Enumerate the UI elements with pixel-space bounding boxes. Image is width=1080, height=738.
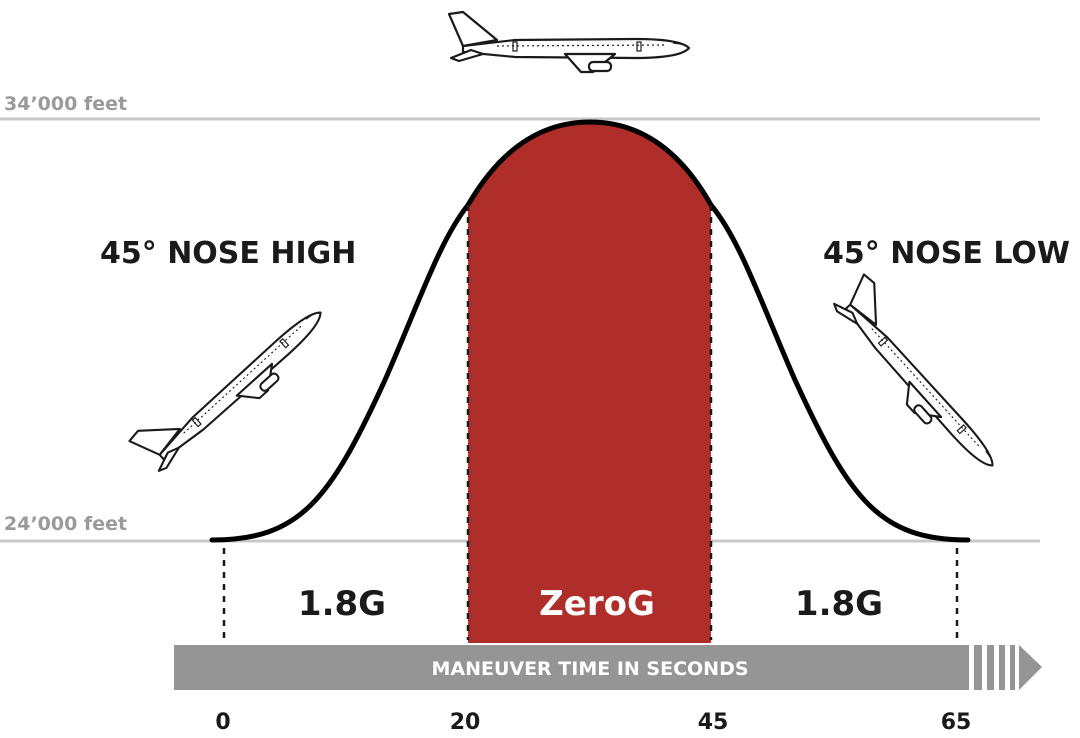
tick-label-65: 65 — [941, 710, 972, 735]
nose-low-label: 45° NOSE LOW — [823, 236, 1070, 271]
time-bar-stripe — [987, 645, 994, 690]
altitude-reference-top: 34’000 feet — [0, 93, 1040, 121]
tick-label-20: 20 — [450, 710, 481, 735]
time-bar-body — [174, 645, 969, 690]
time-arrow-head-icon — [1019, 645, 1042, 690]
altitude-label-bottom: 24’000 feet — [4, 513, 127, 535]
zero-g-region — [468, 122, 711, 643]
altitude-label-top: 34’000 feet — [4, 93, 127, 115]
time-bar-stripe — [1010, 645, 1015, 690]
tick-label-45: 45 — [698, 710, 729, 735]
segment-label-zero-g: ZeroG — [539, 584, 655, 624]
tick-label-0: 0 — [215, 710, 230, 735]
phase-boundaries — [222, 205, 959, 640]
time-bar-stripe — [999, 645, 1005, 690]
segment-label-pull-up: 1.8G — [298, 584, 386, 624]
time-axis-title: MANEUVER TIME IN SECONDS — [431, 658, 748, 680]
airplane-climb-icon — [127, 286, 337, 484]
airplane-dive-icon — [821, 272, 1019, 482]
time-axis-bar: MANEUVER TIME IN SECONDS — [174, 645, 1042, 690]
time-bar-stripe — [974, 645, 982, 690]
nose-high-label: 45° NOSE HIGH — [100, 236, 356, 271]
airplane-level-icon — [447, 10, 691, 74]
flight-curve — [209, 119, 971, 543]
segment-label-pull-out: 1.8G — [795, 584, 883, 624]
